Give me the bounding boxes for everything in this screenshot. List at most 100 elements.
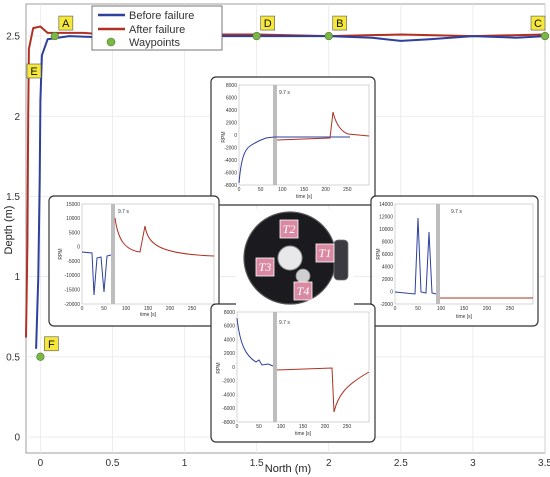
inset-xtick-label: 200 [166, 306, 175, 312]
inset-top-ylabel: RPM [221, 131, 227, 142]
inset-bottom-ylabel: RPM [216, 362, 222, 373]
inset-bottom-delay: 9.7 s [279, 320, 290, 326]
inset-right-ylabel: RPM [376, 248, 382, 259]
inset-ytick-label: -2000 [224, 145, 237, 151]
thruster-t3-label: T3 [259, 260, 272, 274]
inset-right-xticks: 0 50 100 150 200 250 [394, 306, 515, 312]
inset-xtick-label: 250 [506, 306, 515, 312]
inset-ytick-label: 8000 [224, 310, 235, 316]
inset-bottom-xlabel: time [s] [295, 431, 312, 437]
y-tick-label: 0 [14, 432, 20, 443]
x-tick-label: 1.5 [250, 458, 264, 469]
inset-ytick-label: -4000 [222, 392, 235, 398]
inset-left-before-line [81, 251, 112, 296]
annotation-e: E [26, 63, 42, 79]
inset-ytick-label: 4000 [382, 264, 393, 270]
inset-xtick-label: 100 [277, 424, 286, 430]
waypoint-label: F [48, 339, 55, 351]
inset-ytick-label: 0 [234, 133, 237, 139]
inset-top-xlabel: time [s] [296, 194, 313, 200]
inset-xtick-label: 200 [483, 306, 492, 312]
inset-xtick-label: 200 [321, 424, 330, 430]
x-axis-label: North (m) [265, 463, 311, 475]
inset-xtick-label: 150 [300, 187, 309, 193]
inset-bottom-after-line [276, 367, 370, 413]
inset-left-xticks: 0 50 100 150 200 250 [81, 306, 197, 312]
inset-left: 9.7 s time [s] RPM -20000 -15000 -10000 -50… [48, 195, 220, 327]
inset-ytick-label: -4000 [224, 158, 237, 164]
inset-ytick-label: 14000 [379, 202, 393, 208]
inset-right-plot [394, 203, 534, 305]
inset-top: 9.7 s time [s] RPM -8000 -6000 -4000 -2000 0… [210, 76, 376, 206]
waypoint-marker [540, 31, 550, 41]
inset-ytick-label: -15000 [64, 288, 80, 294]
waypoint-label: B [336, 18, 343, 30]
waypoints-group: F A D B C [36, 15, 550, 361]
inset-xtick-label: 50 [258, 187, 264, 193]
inset-ytick-label: -5000 [67, 259, 80, 265]
inset-bottom-before-line [236, 317, 274, 367]
thruster-t2-label: T2 [283, 222, 296, 236]
x-tick-label: 2.5 [394, 458, 408, 469]
x-tick-label: 0 [38, 458, 44, 469]
waypoint-label-box [260, 15, 275, 31]
inset-xtick-label: 150 [299, 424, 308, 430]
legend: Before failure After failure Waypoints [91, 5, 223, 51]
inset-top-after-line [276, 111, 370, 141]
y-tick-label: 2 [14, 112, 20, 123]
inset-ytick-label: 8000 [382, 239, 393, 245]
x-tick-label: 0.5 [106, 458, 120, 469]
inset-xtick-label: 100 [278, 187, 287, 193]
inset-xtick-label: 250 [343, 424, 352, 430]
inset-ytick-label: 8000 [226, 83, 237, 89]
inset-bottom-gap [273, 312, 277, 422]
inset-left-ylabel: RPM [58, 248, 64, 259]
inset-ytick-label: 5000 [69, 230, 80, 236]
inset-xtick-label: 200 [321, 187, 330, 193]
inset-ytick-label: 0 [390, 289, 393, 295]
inset-ytick-label: 10000 [379, 227, 393, 233]
inset-xtick-label: 0 [238, 187, 241, 193]
inset-top-yticks: -8000 -6000 -4000 -2000 0 2000 4000 6000 8000 [224, 83, 237, 189]
inset-xtick-label: 150 [460, 306, 469, 312]
waypoint-marker [36, 352, 45, 361]
inset-top-xticks: 0 50 100 150 200 250 [238, 187, 352, 193]
inset-left-plot [81, 203, 215, 305]
waypoint-label-box [530, 15, 546, 31]
inset-ytick-label: -2000 [222, 379, 235, 385]
thruster-t1-label: T1 [319, 246, 332, 260]
robot-port [295, 268, 311, 284]
inset-ytick-label: -8000 [224, 183, 237, 189]
robot-picture: T2 T1 T3 T4 [236, 209, 354, 307]
legend-swatch-waypoints [106, 37, 116, 47]
thruster-t1-tag [315, 243, 335, 263]
thruster-t4-tag [293, 281, 313, 301]
waypoint-label-box [332, 15, 348, 31]
inset-ytick-label: 4000 [224, 337, 235, 343]
inset-ytick-label: 0 [77, 245, 80, 251]
legend-label-after: After failure [129, 24, 185, 36]
y-axis-label: Depth (m) [3, 206, 15, 255]
inset-ytick-label: -6000 [222, 406, 235, 412]
inset-ytick-label: 2000 [382, 277, 393, 283]
inset-right-yticks: -2000 0 2000 4000 6000 8000 10000 12000 14000 [379, 202, 393, 308]
inset-left-after-line [114, 217, 215, 257]
inset-top-plot [238, 84, 370, 186]
inset-left-xlabel: time [s] [140, 312, 157, 318]
inset-ytick-label: 2000 [226, 120, 237, 126]
inset-ytick-label: 4000 [226, 108, 237, 114]
inset-bottom-xticks: 0 50 100 150 200 250 [236, 424, 352, 430]
inset-xtick-label: 100 [122, 306, 131, 312]
series-after-failure-line [25, 25, 546, 338]
inset-bottom-plot [236, 311, 370, 423]
inset-ytick-label: 10000 [66, 216, 80, 222]
inset-ytick-label: 0 [232, 365, 235, 371]
inset-xtick-label: 0 [236, 424, 239, 430]
inset-ytick-label: -10000 [64, 273, 80, 279]
inset-ytick-label: 2000 [224, 351, 235, 357]
inset-top-before-line [238, 136, 350, 184]
inset-bottom: 9.7 s time [s] RPM -8000 -6000 -4000 -2000 0… [210, 303, 376, 443]
inset-left-yticks: -20000 -15000 -10000 -5000 0 5000 10000 15000 [64, 202, 80, 308]
waypoint-marker [252, 31, 261, 41]
thruster-t4-label: T4 [297, 284, 310, 298]
